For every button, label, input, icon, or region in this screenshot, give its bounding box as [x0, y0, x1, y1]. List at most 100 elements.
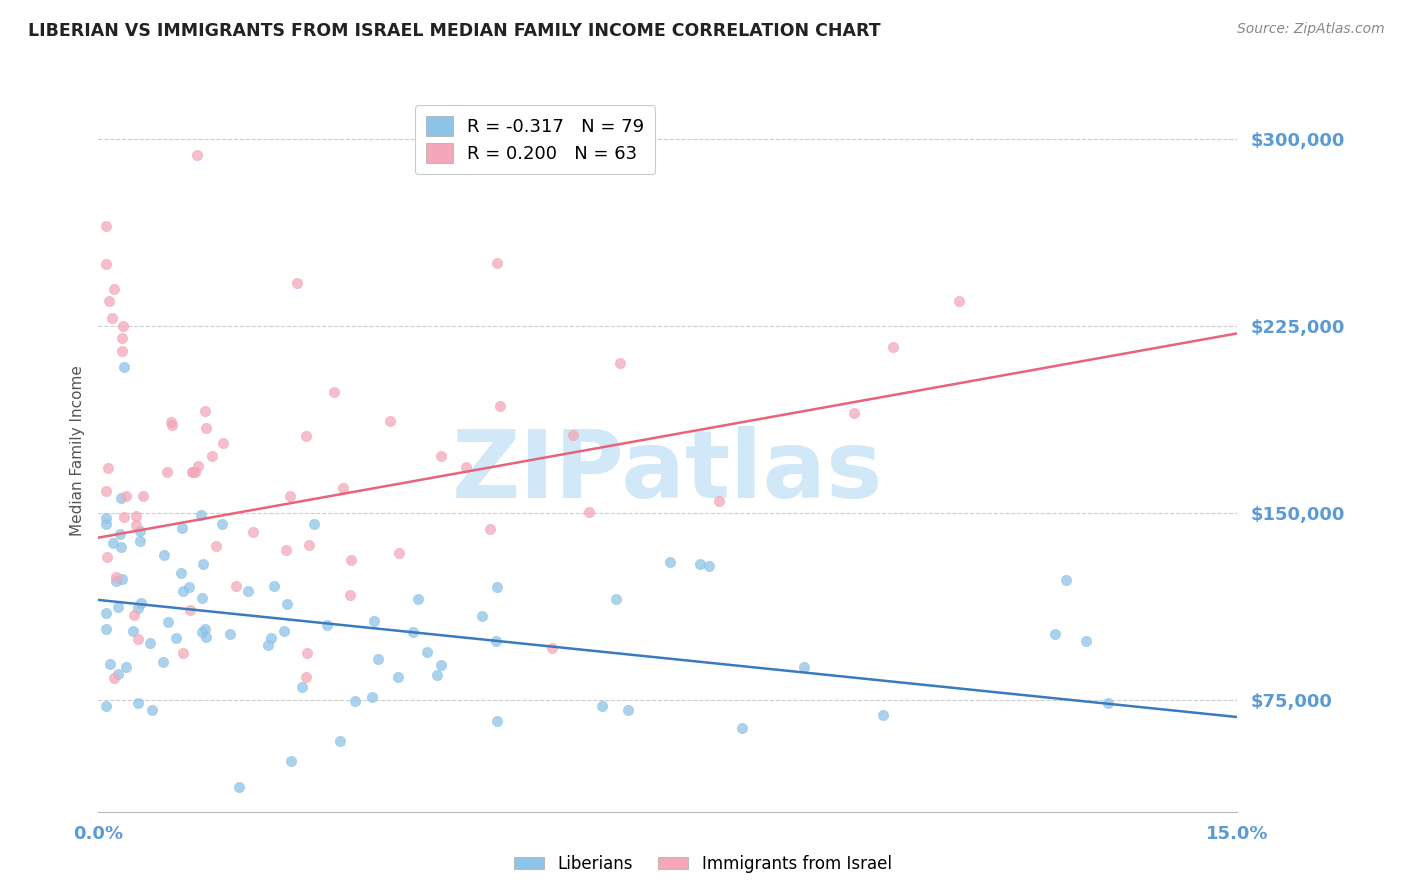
Point: [793, 660, 815, 674]
Point: [731, 721, 754, 735]
Point: [478, 522, 501, 536]
Point: [110, 491, 132, 505]
Point: [114, 489, 136, 503]
Point: [103, 671, 125, 685]
Point: [94, 219, 117, 234]
Point: [238, 584, 260, 599]
Point: [276, 597, 298, 611]
Text: LIBERIAN VS IMMIGRANTS FROM ISRAEL MEDIAN FAMILY INCOME CORRELATION CHART: LIBERIAN VS IMMIGRANTS FROM ISRAEL MEDIA…: [28, 22, 880, 40]
Point: [194, 622, 217, 636]
Point: [179, 603, 201, 617]
Point: [103, 536, 125, 550]
Point: [141, 703, 163, 717]
Point: [205, 540, 228, 554]
Point: [295, 646, 318, 660]
Point: [104, 574, 127, 588]
Point: [172, 646, 194, 660]
Point: [108, 527, 131, 541]
Point: [169, 566, 191, 581]
Point: [94, 606, 117, 620]
Point: [339, 588, 361, 602]
Point: [1097, 696, 1119, 710]
Point: [561, 428, 583, 442]
Point: [316, 617, 339, 632]
Point: [485, 634, 508, 648]
Point: [139, 635, 162, 649]
Point: [98, 657, 121, 671]
Point: [274, 543, 297, 558]
Point: [170, 521, 193, 535]
Point: [94, 257, 117, 271]
Point: [367, 652, 389, 666]
Point: [541, 640, 564, 655]
Y-axis label: Median Family Income: Median Family Income: [69, 365, 84, 536]
Point: [128, 524, 150, 539]
Point: [332, 481, 354, 495]
Point: [387, 670, 409, 684]
Point: [195, 630, 218, 644]
Point: [103, 281, 125, 295]
Point: [1076, 633, 1098, 648]
Point: [471, 608, 494, 623]
Point: [707, 494, 730, 508]
Point: [191, 591, 214, 606]
Point: [486, 714, 509, 729]
Point: [225, 579, 247, 593]
Point: [152, 655, 174, 669]
Point: [1043, 627, 1066, 641]
Point: [882, 340, 904, 354]
Point: [124, 607, 146, 622]
Point: [617, 703, 640, 717]
Point: [96, 483, 118, 498]
Point: [190, 508, 212, 522]
Point: [127, 601, 149, 615]
Point: [187, 458, 209, 473]
Point: [323, 385, 346, 400]
Point: [363, 614, 385, 628]
Point: [948, 294, 970, 309]
Point: [285, 276, 308, 290]
Point: [177, 580, 200, 594]
Point: [872, 708, 894, 723]
Point: [263, 579, 285, 593]
Point: [304, 517, 326, 532]
Point: [697, 558, 720, 573]
Legend: Liberians, Immigrants from Israel: Liberians, Immigrants from Israel: [508, 848, 898, 880]
Point: [430, 657, 453, 672]
Point: [201, 449, 224, 463]
Point: [257, 638, 280, 652]
Point: [388, 546, 411, 560]
Point: [107, 600, 129, 615]
Point: [228, 780, 250, 794]
Text: ZIPatlas: ZIPatlas: [453, 426, 883, 518]
Point: [689, 557, 711, 571]
Point: [94, 623, 117, 637]
Text: Source: ZipAtlas.com: Source: ZipAtlas.com: [1237, 22, 1385, 37]
Point: [94, 516, 117, 531]
Point: [194, 421, 217, 435]
Point: [181, 465, 204, 479]
Point: [128, 534, 150, 549]
Point: [98, 293, 121, 308]
Point: [111, 572, 134, 586]
Point: [454, 460, 477, 475]
Point: [416, 645, 439, 659]
Point: [378, 414, 401, 428]
Point: [129, 596, 152, 610]
Point: [127, 632, 149, 646]
Point: [294, 670, 316, 684]
Point: [132, 489, 155, 503]
Point: [107, 667, 129, 681]
Point: [172, 583, 194, 598]
Point: [191, 557, 214, 571]
Point: [609, 356, 631, 370]
Point: [121, 624, 143, 639]
Point: [578, 505, 600, 519]
Point: [360, 690, 382, 705]
Point: [153, 548, 176, 562]
Point: [486, 581, 509, 595]
Point: [125, 518, 148, 533]
Point: [181, 465, 204, 479]
Point: [278, 489, 301, 503]
Point: [218, 627, 240, 641]
